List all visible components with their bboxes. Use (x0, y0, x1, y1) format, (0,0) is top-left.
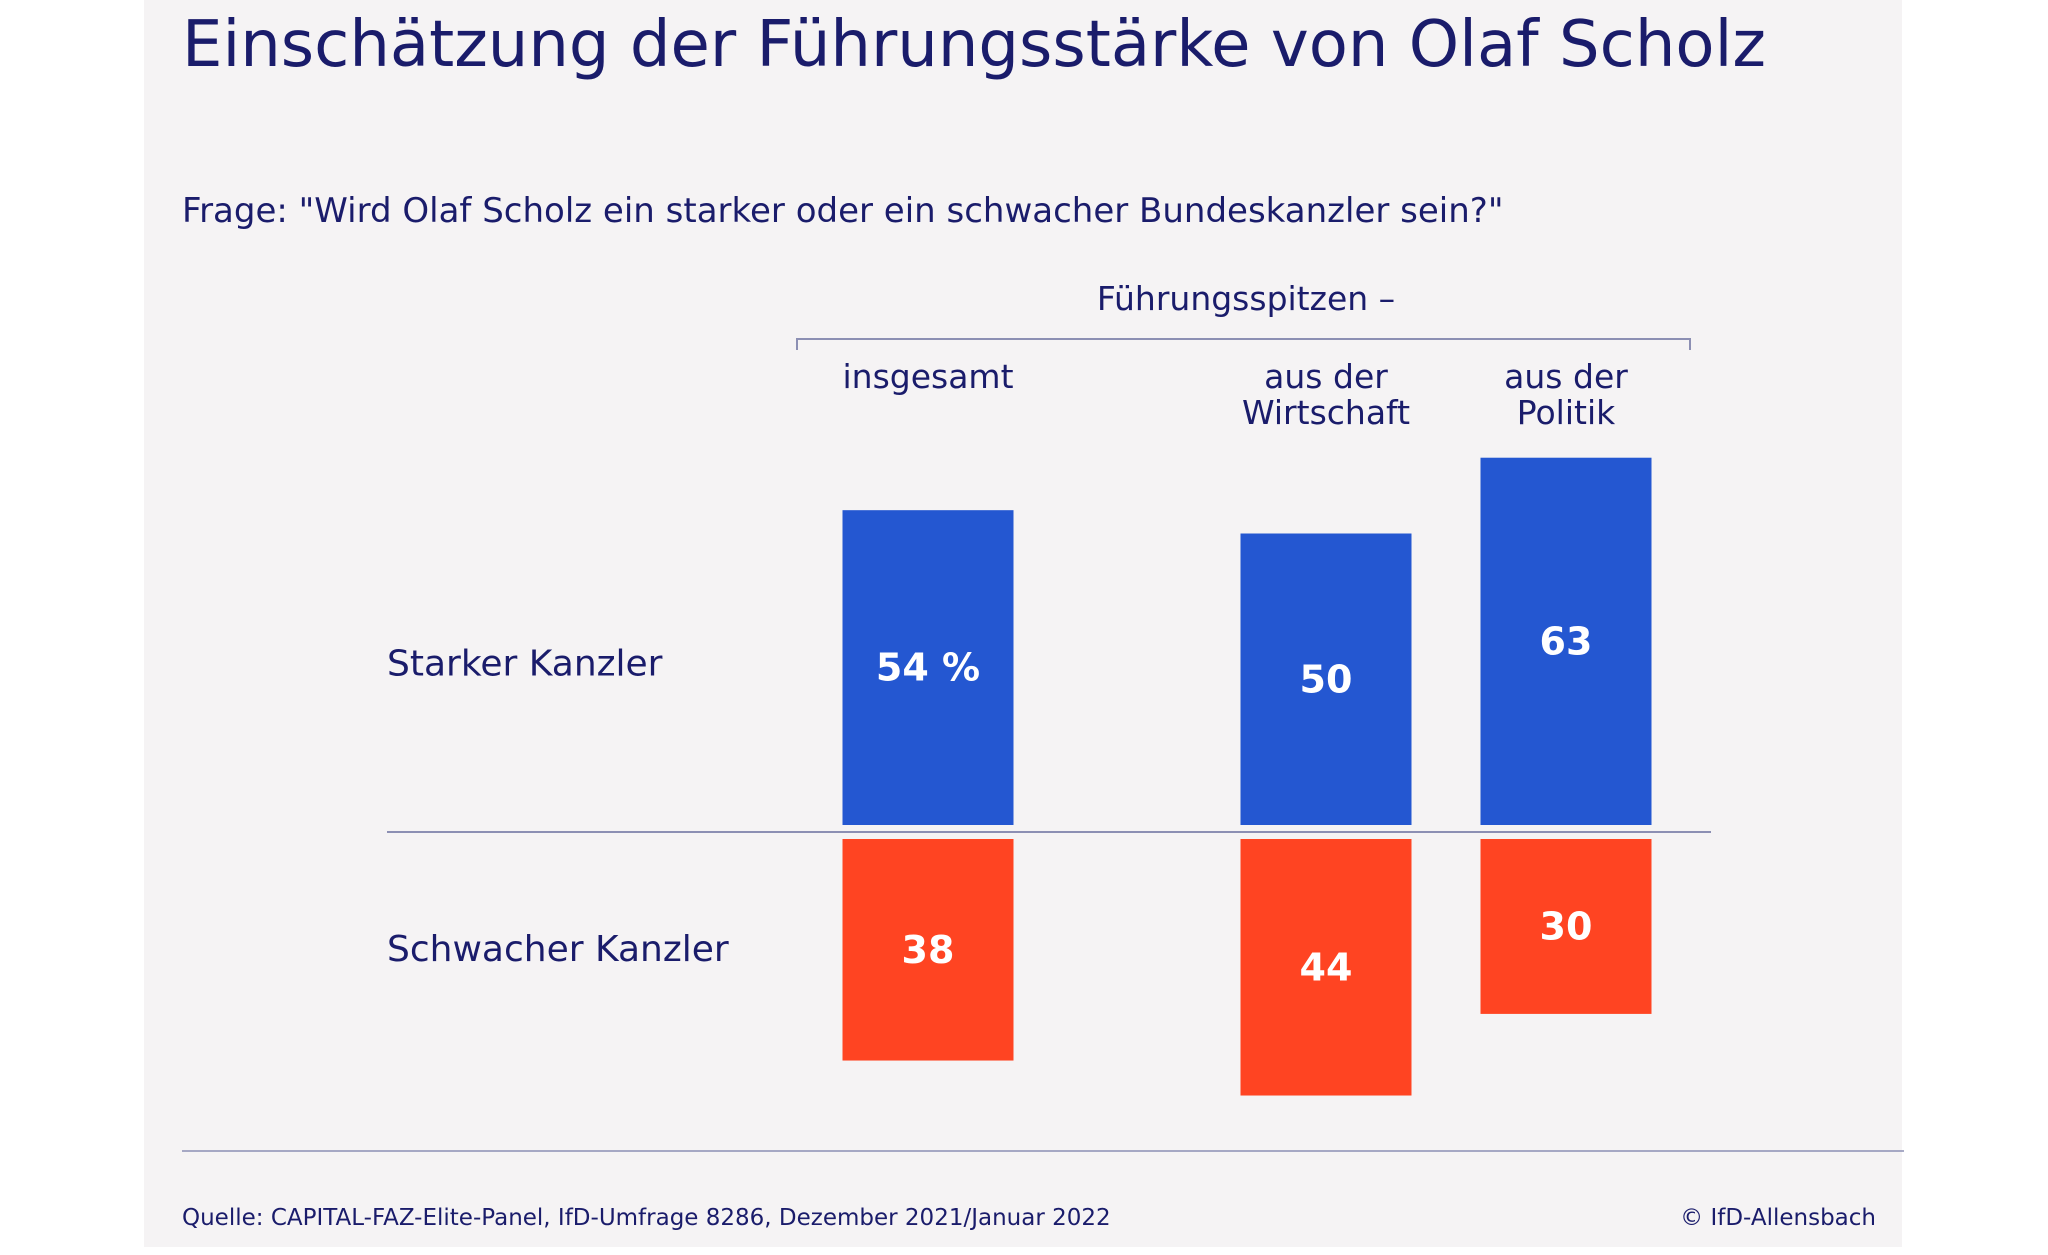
bar (1240, 839, 1412, 1096)
bar (1480, 457, 1652, 825)
group-bracket (796, 338, 1691, 350)
bar (842, 839, 1014, 1061)
data-label: 63 (1540, 619, 1593, 663)
chart-title: Einschätzung der Führungsstärke von Olaf… (182, 8, 1766, 82)
series-label: Schwacher Kanzler (387, 929, 729, 970)
category-label: aus der Politik (1504, 357, 1628, 432)
series-label: Starker Kanzler (387, 644, 663, 685)
category-label: aus der Wirtschaft (1242, 357, 1410, 432)
bar (1480, 839, 1652, 1014)
bar (1240, 533, 1412, 825)
group-label: Führungsspitzen – (1097, 279, 1395, 318)
bar (842, 510, 1014, 825)
data-label: 30 (1540, 904, 1593, 948)
data-label: 54 % (876, 646, 980, 690)
data-label: 38 (902, 928, 955, 972)
category-label: insgesamt (842, 357, 1013, 396)
question-text: Frage: "Wird Olaf Scholz ein starker ode… (182, 191, 1503, 231)
footer-copyright: © IfD-Allensbach (1680, 1205, 1876, 1231)
footer-source: Quelle: CAPITAL-FAZ-Elite-Panel, IfD-Umf… (182, 1205, 1111, 1231)
data-label: 50 (1300, 657, 1353, 701)
data-label: 44 (1300, 945, 1353, 989)
